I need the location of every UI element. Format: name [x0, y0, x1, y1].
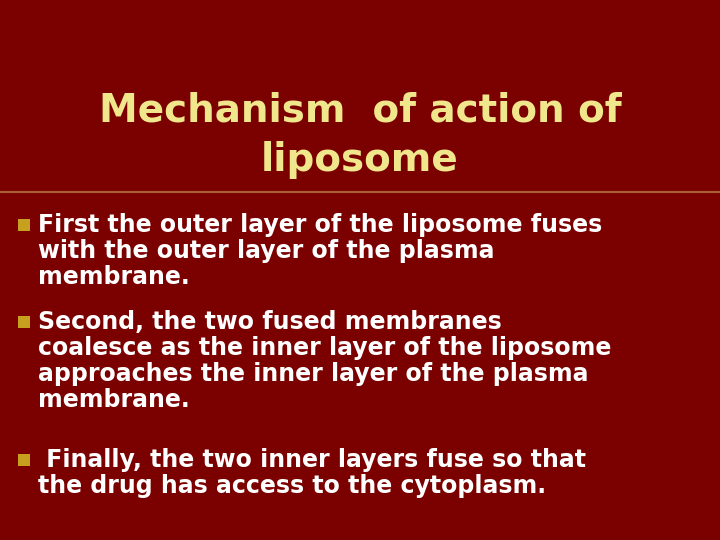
Text: Second, the two fused membranes: Second, the two fused membranes: [38, 310, 502, 334]
Bar: [18, 316, 30, 328]
Text: with the outer layer of the plasma: with the outer layer of the plasma: [38, 239, 495, 263]
Text: membrane.: membrane.: [38, 265, 190, 289]
Text: the drug has access to the cytoplasm.: the drug has access to the cytoplasm.: [38, 474, 546, 498]
Text: membrane.: membrane.: [38, 388, 190, 412]
Text: liposome: liposome: [261, 141, 459, 179]
Text: First the outer layer of the liposome fuses: First the outer layer of the liposome fu…: [38, 213, 602, 237]
Text: coalesce as the inner layer of the liposome: coalesce as the inner layer of the lipos…: [38, 336, 611, 360]
Text: approaches the inner layer of the plasma: approaches the inner layer of the plasma: [38, 362, 588, 386]
Text: Mechanism  of action of: Mechanism of action of: [99, 91, 621, 129]
Bar: [18, 219, 30, 231]
Text: Finally, the two inner layers fuse so that: Finally, the two inner layers fuse so th…: [38, 448, 586, 472]
Bar: [18, 454, 30, 466]
